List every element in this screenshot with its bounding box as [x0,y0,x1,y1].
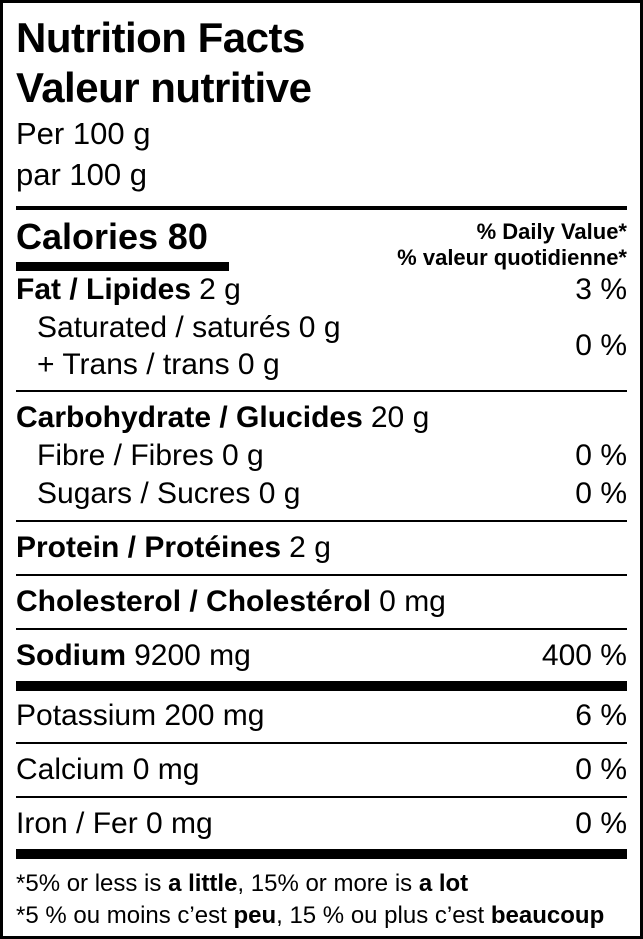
nutrient-name: Iron / Fer 0 mg [16,807,213,840]
footnote-en: *5% or less is a little, 15% or more is … [16,868,627,900]
nutrient-amount: 9200 mg [134,639,251,672]
daily-value-header-en: % Daily Value* [476,219,627,244]
calories-underline-bar [16,262,229,271]
nutrient-row-iron: Iron / Fer 0 mg 0 % [16,805,627,843]
nutrient-name: Fibre / Fibres 0 g [37,439,264,472]
footnote-fr: *5 % ou moins c’est peu, 15 % ou plus c’… [16,900,627,932]
trans-line: + Trans / trans 0 g [37,348,280,381]
footnote-fr-mid: , 15 % ou plus c’est [276,902,491,929]
nutrient-row-carbohydrate: Carbohydrate / Glucides 20 g [16,399,627,437]
nutrient-row-sodium: Sodium 9200 mg 400 % [16,637,627,675]
nutrient-dv: 0 % [575,439,627,472]
nutrient-row-sugars: Sugars / Sucres 0 g 0 % [16,475,627,513]
nutrient-name: Cholesterol / Cholestérol [16,585,372,618]
nutrient-dv: 3 % [575,273,627,306]
separator-rule [16,628,627,630]
footnotes: *5% or less is a little, 15% or more is … [16,868,627,932]
footnote-fr-pre: *5 % ou moins c’est [16,902,234,929]
saturated-trans-lines: Saturated / saturés 0 g + Trans / trans … [16,309,341,383]
nutrient-amount: 20 g [370,401,430,434]
nutrient-row-cholesterol: Cholesterol / Cholestérol 0 mg [16,583,627,621]
nutrient-dv: 400 % [541,639,627,672]
header-rule [16,206,627,210]
thick-divider-bar [16,849,627,859]
nutrient-name: Protein / Protéines [16,531,282,564]
nutrient-amount: 2 g [199,273,241,306]
footnote-en-mid: , 15% or more is [237,870,419,897]
nutrient-name: Sodium [16,639,126,672]
nutrient-dv: 6 % [575,699,627,732]
nutrient-row-saturated-trans: Saturated / saturés 0 g + Trans / trans … [16,309,627,383]
daily-value-header: % Daily Value* % valeur quotidienne* [397,217,627,271]
nutrient-dv: 0 % [575,807,627,840]
nutrient-name: Calcium 0 mg [16,753,200,786]
separator-rule [16,390,627,392]
calories-row: Calories 80 % Daily Value* % valeur quoti… [16,217,627,271]
nutrient-name: Potassium 200 mg [16,699,265,732]
daily-value-header-fr: % valeur quotidienne* [397,245,627,270]
nutrient-row-protein: Protein / Protéines 2 g [16,529,627,567]
nutrient-amount: 0 mg [379,585,446,618]
nutrient-dv: 0 % [575,477,627,510]
nutrient-row-potassium: Potassium 200 mg 6 % [16,697,627,735]
saturated-line: Saturated / saturés 0 g [37,311,341,344]
title-en: Nutrition Facts [16,14,305,61]
separator-rule [16,742,627,744]
separator-rule [16,796,627,798]
calories-value: 80 [167,216,208,257]
footnote-en-bold2: a lot [418,870,469,897]
nutrient-dv: 0 % [575,753,627,786]
serving-size-fr: par 100 g [16,157,147,192]
footnote-en-bold1: a little [168,870,238,897]
footnote-fr-bold1: peu [233,902,277,929]
separator-rule [16,574,627,576]
nutrient-amount: 2 g [289,531,331,564]
separator-rule [16,520,627,522]
footnote-fr-bold2: beaucoup [490,902,605,929]
thick-divider-bar [16,681,627,691]
nutrient-name: Carbohydrate / Glucides [16,401,363,434]
nutrient-name: Fat / Lipides [16,273,192,306]
nutrient-row-fibre: Fibre / Fibres 0 g 0 % [16,437,627,475]
calories-label: Calories [16,216,159,257]
calories-text: Calories 80 [16,217,229,257]
title-fr: Valeur nutritive [16,64,312,111]
nutrient-row-calcium: Calcium 0 mg 0 % [16,751,627,789]
footnote-en-pre: *5% or less is [16,870,169,897]
nutrient-dv: 0 % [575,329,627,362]
serving-size-en: Per 100 g [16,116,151,151]
nutrient-name: Sugars / Sucres 0 g [37,477,301,510]
nutrient-row-fat: Fat / Lipides 2 g 3 % [16,271,627,309]
calories-group: Calories 80 [16,217,229,271]
